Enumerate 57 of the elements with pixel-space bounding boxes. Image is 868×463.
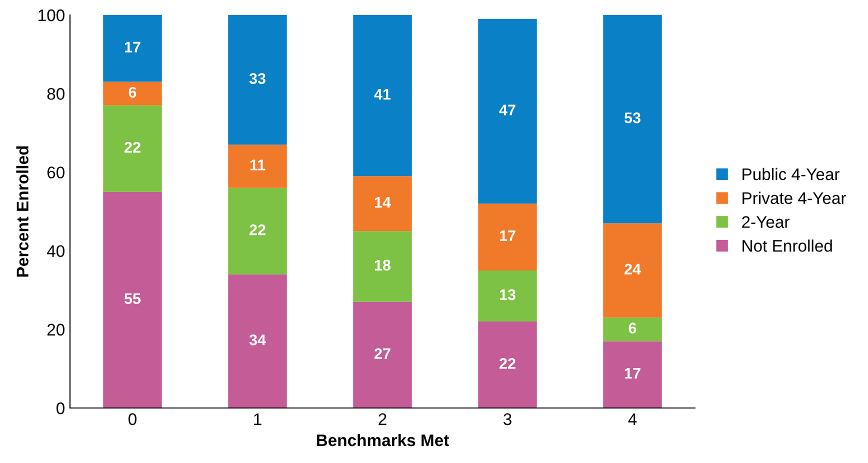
data-label: 24: [624, 264, 641, 274]
bar: [228, 144, 287, 188]
bar: [228, 188, 287, 274]
bar: [603, 318, 662, 342]
data-label: 34: [249, 334, 266, 346]
data-label: 22: [500, 358, 516, 369]
bar: [353, 302, 412, 408]
data-label: 41: [374, 89, 391, 100]
y-axis-title: Percent Enrolled: [16, 146, 28, 277]
data-label: 14: [374, 197, 391, 208]
data-label: 22: [124, 142, 140, 153]
legend-label: 2-Year: [742, 216, 790, 228]
bar: [103, 15, 162, 82]
x-tick-label: 0: [128, 413, 136, 426]
legend-label: Not Enrolled: [742, 240, 832, 252]
data-label: 47: [499, 104, 516, 116]
y-tick-label: 0: [56, 402, 64, 414]
x-tick-label: 2: [378, 413, 386, 425]
data-label: 17: [500, 230, 516, 241]
data-label: 33: [249, 73, 266, 84]
data-label: 27: [374, 348, 390, 359]
x-axis-title: Benchmarks Met: [316, 434, 449, 446]
data-label: 55: [124, 293, 141, 304]
bar: [103, 82, 162, 106]
data-label: 18: [374, 260, 391, 271]
data-label: 13: [500, 289, 516, 300]
data-label: 17: [124, 42, 140, 52]
bar: [603, 223, 662, 318]
bar: [103, 192, 162, 408]
bar: [478, 322, 537, 408]
y-tick-label: 60: [47, 166, 64, 178]
bar: [228, 15, 287, 145]
bar: [603, 341, 662, 408]
legend-label: Private 4-Year: [742, 192, 846, 204]
data-label: 53: [624, 112, 640, 124]
bar: [478, 204, 537, 270]
data-label: 11: [250, 160, 266, 170]
x-tick-label: 1: [254, 413, 262, 425]
y-tick-label: 20: [47, 324, 64, 336]
bar: [103, 105, 162, 192]
bar: [478, 18, 537, 204]
bar: [353, 15, 412, 176]
data-label: 17: [624, 368, 640, 379]
data-label: 6: [628, 322, 636, 334]
data-label: 6: [128, 86, 136, 98]
x-tick-label: 4: [628, 413, 637, 425]
bar: [228, 274, 287, 408]
x-tick-label: 3: [504, 413, 512, 426]
data-label: 22: [250, 224, 266, 236]
y-tick-label: 100: [38, 9, 64, 22]
y-tick-label: 80: [47, 88, 64, 100]
legend-label: Public 4-Year: [742, 168, 840, 180]
y-tick-label: 40: [46, 245, 64, 258]
bar: [603, 15, 662, 224]
bar: [353, 231, 412, 302]
bar: [478, 270, 537, 322]
bar: [353, 176, 412, 232]
